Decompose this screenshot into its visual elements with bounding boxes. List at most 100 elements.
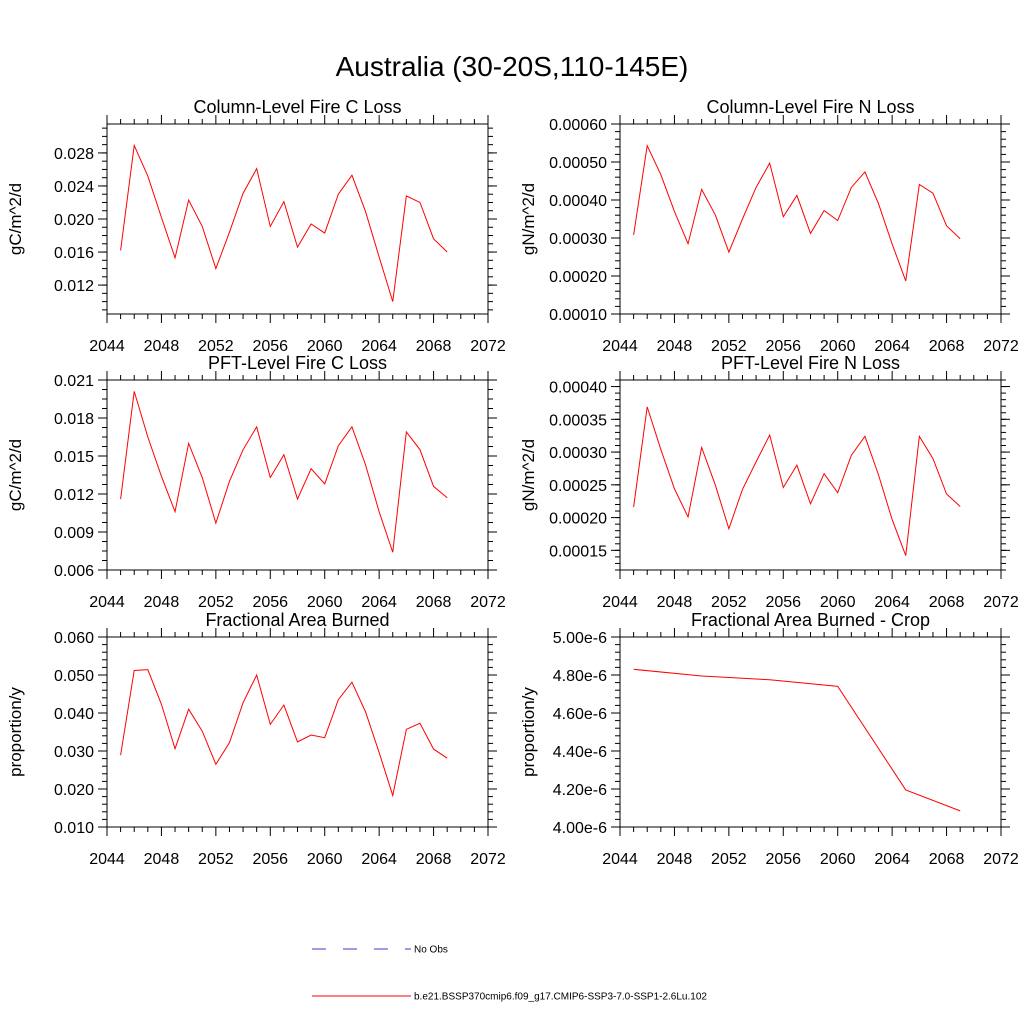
x-tick-label: 2064 <box>874 338 910 355</box>
panel-title: Column-Level Fire C Loss <box>193 97 401 117</box>
y-tick-label: 0.060 <box>54 630 94 647</box>
panel-6: Fractional Area Burned - Crop proportion/… <box>519 610 1019 868</box>
panel-5: Fractional Area Burned proportion/y 2044 20… <box>6 610 506 868</box>
y-axis-label: proportion/y <box>6 687 25 777</box>
plot-frame <box>106 123 489 315</box>
panel-title: PFT-Level Fire N Loss <box>721 353 900 373</box>
y-tick-label: 4.60e-6 <box>553 706 607 723</box>
x-tick-label: 2056 <box>765 851 801 868</box>
x-tick-label: 2068 <box>416 594 452 611</box>
x-tick-label: 2052 <box>711 851 747 868</box>
y-axis-label: gN/m^2/d <box>519 183 538 255</box>
y-axis-label: proportion/y <box>519 687 538 777</box>
series-line <box>120 669 448 798</box>
y-axis-label: gC/m^2/d <box>6 183 25 255</box>
y-tick-label: 0.015 <box>54 449 94 466</box>
x-tick-label: 2068 <box>929 851 965 868</box>
legend-label: No Obs <box>414 945 448 956</box>
y-tick-label: 0.018 <box>54 411 94 428</box>
x-tick-label: 2052 <box>711 338 747 355</box>
x-tick-label: 2044 <box>602 338 638 355</box>
plot-frame <box>106 636 489 828</box>
x-tick-label: 2064 <box>874 851 910 868</box>
y-tick-label: 0.009 <box>54 525 94 542</box>
series-line <box>633 406 961 556</box>
plot-frame <box>619 636 1002 828</box>
x-tick-label: 2056 <box>765 594 801 611</box>
y-tick-label: 0.020 <box>54 782 94 799</box>
series-line <box>120 391 448 553</box>
x-tick-label: 2056 <box>765 338 801 355</box>
y-axis-label: gC/m^2/d <box>6 439 25 511</box>
y-tick-label: 0.006 <box>54 563 94 580</box>
x-tick-label: 2064 <box>361 338 397 355</box>
legend: No Obs b.e21.BSSP370cmip6.f09_g17.CMIP6-S… <box>312 945 707 1003</box>
x-tick-label: 2048 <box>657 594 693 611</box>
y-tick-label: 4.40e-6 <box>553 744 607 761</box>
x-tick-label: 2060 <box>307 594 343 611</box>
panel-2: Column-Level Fire N Loss gN/m^2/d 2044 2048… <box>519 97 1019 355</box>
x-tick-label: 2052 <box>198 851 234 868</box>
x-tick-label: 2052 <box>198 338 234 355</box>
x-tick-label: 2052 <box>711 594 747 611</box>
x-tick-label: 2072 <box>470 338 506 355</box>
x-tick-label: 2064 <box>361 594 397 611</box>
x-tick-label: 2048 <box>657 851 693 868</box>
y-tick-label: 0.00030 <box>549 445 607 462</box>
x-tick-label: 2056 <box>252 851 288 868</box>
y-tick-label: 0.00040 <box>549 380 607 397</box>
panel-title: PFT-Level Fire C Loss <box>208 353 387 373</box>
y-tick-label: 0.00015 <box>549 543 607 560</box>
x-tick-label: 2044 <box>602 594 638 611</box>
figure-title: Australia (30-20S,110-145E) <box>336 51 689 82</box>
x-tick-label: 2064 <box>874 594 910 611</box>
series-line <box>633 668 961 812</box>
x-tick-label: 2048 <box>144 338 180 355</box>
x-tick-label: 2060 <box>820 594 856 611</box>
panel-title: Column-Level Fire N Loss <box>706 97 914 117</box>
y-tick-label: 0.00020 <box>549 511 607 528</box>
x-tick-label: 2068 <box>929 594 965 611</box>
y-axis-label: gN/m^2/d <box>519 439 538 511</box>
y-tick-label: 0.024 <box>54 179 94 196</box>
x-tick-label: 2072 <box>470 851 506 868</box>
y-tick-label: 0.016 <box>54 245 94 262</box>
y-tick-label: 0.00050 <box>549 155 607 172</box>
y-tick-label: 0.00035 <box>549 412 607 429</box>
y-tick-label: 0.021 <box>54 373 94 390</box>
y-tick-label: 0.012 <box>54 278 94 295</box>
x-tick-label: 2068 <box>416 338 452 355</box>
x-tick-label: 2072 <box>470 594 506 611</box>
series-line <box>120 143 448 302</box>
x-tick-label: 2044 <box>89 594 125 611</box>
y-tick-label: 0.020 <box>54 212 94 229</box>
x-tick-label: 2056 <box>252 338 288 355</box>
y-tick-label: 0.012 <box>54 487 94 504</box>
x-tick-label: 2072 <box>983 338 1019 355</box>
y-tick-label: 4.00e-6 <box>553 820 607 837</box>
legend-label: b.e21.BSSP370cmip6.f09_g17.CMIP6-SSP3-7.… <box>414 992 707 1003</box>
y-tick-label: 0.00040 <box>549 193 607 210</box>
x-tick-label: 2068 <box>416 851 452 868</box>
x-tick-label: 2052 <box>198 594 234 611</box>
panel-1: Column-Level Fire C Loss gC/m^2/d 2044 2048… <box>6 97 506 355</box>
y-tick-label: 0.030 <box>54 744 94 761</box>
x-tick-label: 2072 <box>983 851 1019 868</box>
y-tick-label: 4.20e-6 <box>553 782 607 799</box>
x-tick-label: 2068 <box>929 338 965 355</box>
panel-3: PFT-Level Fire C Loss gC/m^2/d 2044 2048 205… <box>6 353 506 611</box>
y-tick-label: 0.00060 <box>549 117 607 134</box>
y-tick-label: 0.040 <box>54 706 94 723</box>
y-tick-label: 0.010 <box>54 820 94 837</box>
x-tick-label: 2044 <box>89 338 125 355</box>
panel-title: Fractional Area Burned - Crop <box>691 610 930 630</box>
x-tick-label: 2044 <box>602 851 638 868</box>
panel-title: Fractional Area Burned <box>205 610 389 630</box>
x-tick-label: 2048 <box>144 594 180 611</box>
plot-frame <box>106 379 489 571</box>
x-tick-label: 2048 <box>657 338 693 355</box>
series-line <box>633 143 961 282</box>
x-tick-label: 2060 <box>820 851 856 868</box>
x-tick-label: 2056 <box>252 594 288 611</box>
plot-frame <box>619 379 1002 571</box>
